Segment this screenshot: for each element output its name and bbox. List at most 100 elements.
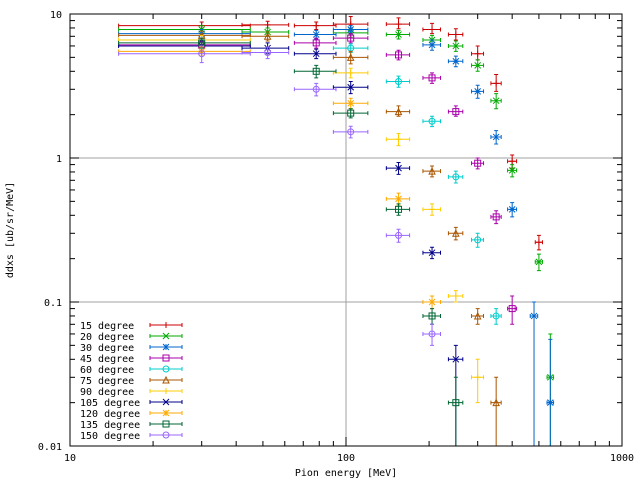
legend-swatch-marker bbox=[162, 375, 170, 384]
data-point bbox=[347, 99, 355, 107]
data-point bbox=[474, 374, 481, 381]
data-point bbox=[493, 80, 500, 87]
legend-label: 105 degree bbox=[80, 398, 140, 409]
data-point bbox=[428, 41, 436, 49]
data-point bbox=[395, 21, 402, 28]
error-bar bbox=[332, 108, 369, 119]
legend-label: 60 degree bbox=[80, 365, 134, 376]
error-bar bbox=[385, 203, 411, 216]
error-bar bbox=[385, 49, 411, 61]
data-point bbox=[312, 31, 320, 38]
data-point bbox=[395, 31, 402, 38]
data-point bbox=[474, 236, 482, 244]
grid-lines bbox=[70, 14, 622, 446]
error-bar bbox=[490, 308, 502, 325]
data-point bbox=[395, 136, 402, 143]
legend-swatch-marker bbox=[163, 388, 169, 394]
data-point bbox=[312, 50, 320, 58]
x-tick-label: 1000 bbox=[610, 453, 634, 464]
data-point bbox=[452, 173, 460, 181]
legend-swatch-line bbox=[149, 422, 183, 426]
error-bar bbox=[507, 295, 518, 325]
error-bar bbox=[332, 33, 369, 44]
y-axis-label: ddxs [ub/sr/MeV] bbox=[5, 182, 16, 278]
data-point bbox=[492, 133, 500, 141]
legend-swatch-line bbox=[149, 356, 183, 360]
data-point bbox=[347, 26, 355, 33]
data-point bbox=[452, 31, 459, 38]
x-tick-label: 100 bbox=[337, 453, 355, 464]
error-bar bbox=[332, 50, 369, 65]
error-bar bbox=[471, 232, 485, 248]
error-bar bbox=[332, 43, 369, 54]
data-point bbox=[395, 195, 402, 203]
error-bar bbox=[332, 125, 369, 139]
legend-swatch-marker bbox=[162, 354, 170, 362]
data-point bbox=[492, 213, 500, 221]
legend-swatch-marker bbox=[162, 409, 170, 417]
data-point bbox=[452, 355, 460, 363]
data-point bbox=[395, 231, 403, 239]
data-point bbox=[492, 312, 500, 320]
data-point bbox=[312, 67, 320, 75]
data-point bbox=[313, 22, 320, 29]
legend-label: 135 degree bbox=[80, 420, 140, 431]
data-point bbox=[395, 77, 403, 85]
error-bar bbox=[447, 170, 464, 184]
y-tick-label: 1 bbox=[56, 154, 62, 165]
data-point bbox=[428, 167, 436, 175]
x-tick-label: 10 bbox=[64, 453, 76, 464]
data-point bbox=[264, 49, 272, 57]
data-point bbox=[395, 205, 403, 213]
legend-label: 75 degree bbox=[80, 376, 134, 387]
series-5 bbox=[332, 43, 502, 325]
y-tick-label: 10 bbox=[50, 10, 62, 21]
data-point bbox=[429, 206, 436, 213]
data-point bbox=[347, 83, 355, 91]
error-bar bbox=[490, 376, 502, 447]
data-point bbox=[473, 311, 482, 320]
legend-swatch-line bbox=[149, 367, 183, 371]
error-bar bbox=[293, 37, 337, 49]
data-point bbox=[347, 69, 354, 76]
data-point bbox=[452, 293, 459, 300]
data-point bbox=[452, 108, 460, 116]
legend-swatch-marker bbox=[162, 420, 170, 428]
error-bar bbox=[471, 157, 485, 170]
y-tick-label: 0.1 bbox=[44, 298, 62, 309]
legend-swatch-marker bbox=[162, 343, 170, 351]
error-bar bbox=[447, 376, 464, 447]
data-point bbox=[428, 117, 436, 125]
legend-swatch-marker bbox=[162, 398, 170, 406]
data-point bbox=[395, 51, 403, 59]
data-point bbox=[452, 57, 460, 65]
error-bar bbox=[385, 228, 411, 243]
series-6 bbox=[118, 30, 502, 447]
data-point bbox=[395, 164, 402, 172]
y-tick-label: 0.01 bbox=[38, 442, 62, 453]
legend-swatch-marker bbox=[162, 365, 170, 373]
legend-label: 90 degree bbox=[80, 387, 134, 398]
legend-swatch-line bbox=[149, 378, 183, 382]
error-bar bbox=[241, 31, 290, 42]
legend-label: 30 degree bbox=[80, 343, 134, 354]
error-bar bbox=[385, 105, 411, 117]
error-bar bbox=[293, 64, 337, 79]
axis-ticks: 10 100 1000 0.01 0.1 1 10 bbox=[38, 10, 634, 464]
error-bar bbox=[490, 210, 502, 225]
data-point bbox=[312, 39, 320, 47]
legend-swatch-marker bbox=[163, 322, 169, 328]
legend-label: 150 degree bbox=[80, 431, 140, 442]
data-point bbox=[452, 42, 460, 50]
data-point bbox=[347, 128, 355, 136]
data-point bbox=[312, 85, 320, 93]
legend-label: 20 degree bbox=[80, 332, 134, 343]
data-point bbox=[492, 398, 500, 407]
data-point bbox=[508, 167, 516, 174]
error-bar bbox=[118, 37, 251, 49]
data-point bbox=[428, 330, 436, 338]
data-point bbox=[394, 107, 403, 116]
data-point bbox=[474, 61, 482, 69]
data-point bbox=[508, 305, 516, 313]
